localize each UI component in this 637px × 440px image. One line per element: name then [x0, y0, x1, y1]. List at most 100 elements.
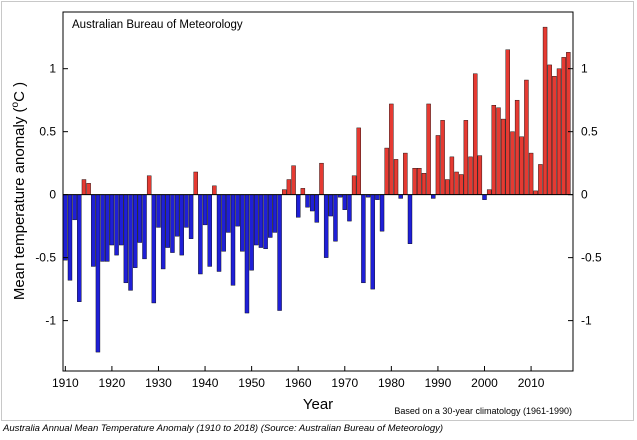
- y-axis-label-sup: o: [10, 101, 21, 107]
- bar-1995: [459, 174, 464, 195]
- inner-source-label: Australian Bureau of Meteorology: [72, 19, 243, 31]
- chart-frame: 1 0.5 0 -0.5 -1 1 0.5 0 -0.5 -1 1910 1920 1930 1940…: [1, 1, 634, 421]
- x-tick-label-1970: 1970: [331, 376, 358, 390]
- y-tick-label-left: 0: [49, 188, 56, 202]
- y-tick-label-right: 1: [581, 62, 588, 76]
- x-tick-label-1920: 1920: [99, 376, 126, 390]
- bar-1958: [286, 179, 292, 195]
- y-tick-label-left: -1: [45, 314, 56, 328]
- bar-1966: [323, 194, 329, 258]
- bar-1931: [160, 194, 166, 270]
- bar-1929: [151, 194, 157, 304]
- bar-1953: [263, 194, 268, 250]
- bar-1948: [240, 194, 245, 252]
- bar-1994: [454, 171, 459, 195]
- bar-2007: [514, 99, 520, 195]
- bar-2018: [566, 52, 571, 195]
- bar-1918: [100, 194, 105, 262]
- bar-1977: [375, 194, 380, 200]
- x-tick-label-1960: 1960: [285, 376, 312, 390]
- bar-1934: [174, 194, 180, 237]
- bar-1924: [128, 194, 133, 291]
- bar-1971: [347, 194, 352, 222]
- bar-1999: [477, 155, 483, 195]
- bar-2011: [533, 190, 538, 195]
- temperature-anomaly-chart: 1 0.5 0 -0.5 -1 1 0.5 0 -0.5 -1 1910 1920 1930 1940…: [10, 11, 602, 416]
- y-tick-label-right: 0: [581, 188, 588, 202]
- bar-2014: [547, 64, 552, 195]
- bar-1988: [426, 103, 431, 195]
- bar-1959: [291, 165, 296, 195]
- bar-2006: [510, 131, 515, 195]
- bar-1923: [123, 194, 129, 284]
- y-ticks-right: 1 0.5 0 -0.5 -1: [568, 62, 602, 328]
- bar-1912: [72, 194, 77, 221]
- bar-1974: [361, 194, 366, 284]
- bar-1936: [184, 194, 189, 228]
- bar-2017: [561, 57, 566, 195]
- bar-1916: [91, 194, 96, 267]
- bar-1981: [393, 159, 399, 195]
- bar-1911: [67, 194, 73, 281]
- bar-1932: [165, 194, 170, 248]
- figure-caption: Australia Annual Mean Temperature Anomal…: [3, 423, 444, 434]
- bar-2015: [552, 76, 557, 195]
- bar-1991: [440, 120, 445, 195]
- bar-1985: [412, 167, 417, 195]
- bar-1947: [235, 194, 240, 227]
- bar-1973: [356, 127, 361, 195]
- bar-2013: [542, 26, 548, 195]
- bar-1970: [342, 194, 347, 210]
- bar-1984: [407, 194, 413, 244]
- bar-1915: [86, 183, 91, 195]
- bar-1956: [277, 194, 282, 311]
- y-tick-label-right: 0.5: [581, 125, 598, 139]
- x-ticks: 1910 1920 1930 1940 1950 1960 1970 1980 1990 2000…: [52, 366, 545, 390]
- bar-1920: [109, 194, 115, 246]
- bar-1917: [95, 194, 101, 353]
- x-tick-label-1990: 1990: [425, 376, 452, 390]
- bar-1937: [188, 194, 194, 239]
- bar-2005: [505, 49, 511, 195]
- bar-1939: [198, 194, 203, 275]
- bar-1930: [156, 194, 161, 228]
- climatology-note: Based on a 30-year climatology (1961-199…: [394, 406, 572, 416]
- bar-2010: [528, 152, 534, 195]
- bar-1942: [212, 185, 217, 195]
- bar-1976: [370, 194, 375, 290]
- bar-1967: [328, 194, 334, 217]
- bar-1986: [417, 167, 422, 195]
- bar-1954: [268, 194, 273, 238]
- bar-1982: [398, 194, 403, 199]
- y-tick-label-left: 0.5: [39, 125, 56, 139]
- bar-1989: [431, 194, 436, 199]
- bar-1940: [202, 194, 208, 226]
- bar-1961: [300, 188, 306, 195]
- bar-1963: [309, 194, 315, 212]
- y-tick-label-left: 1: [49, 62, 56, 76]
- bar-1990: [435, 135, 441, 195]
- bar-1951: [254, 194, 259, 246]
- bars-group: [63, 26, 571, 353]
- x-tick-label-1910: 1910: [52, 376, 79, 390]
- bar-1996: [463, 120, 469, 195]
- bar-1960: [296, 194, 301, 218]
- bar-1921: [114, 194, 119, 256]
- bar-1919: [105, 194, 110, 262]
- bar-1962: [305, 194, 310, 208]
- bar-1987: [421, 173, 427, 195]
- bar-2004: [500, 118, 506, 195]
- bar-2016: [556, 68, 562, 195]
- bar-1938: [193, 171, 198, 195]
- bar-1941: [207, 194, 212, 267]
- bar-1952: [258, 194, 264, 248]
- bar-1943: [216, 194, 222, 272]
- bar-1910: [63, 194, 68, 261]
- bar-2001: [486, 189, 492, 195]
- bar-1983: [403, 152, 408, 195]
- x-tick-label-2000: 2000: [471, 376, 498, 390]
- bar-2003: [496, 107, 501, 195]
- x-axis-label: Year: [303, 396, 333, 413]
- y-tick-label-right: -0.5: [581, 251, 602, 265]
- bar-1935: [179, 194, 184, 256]
